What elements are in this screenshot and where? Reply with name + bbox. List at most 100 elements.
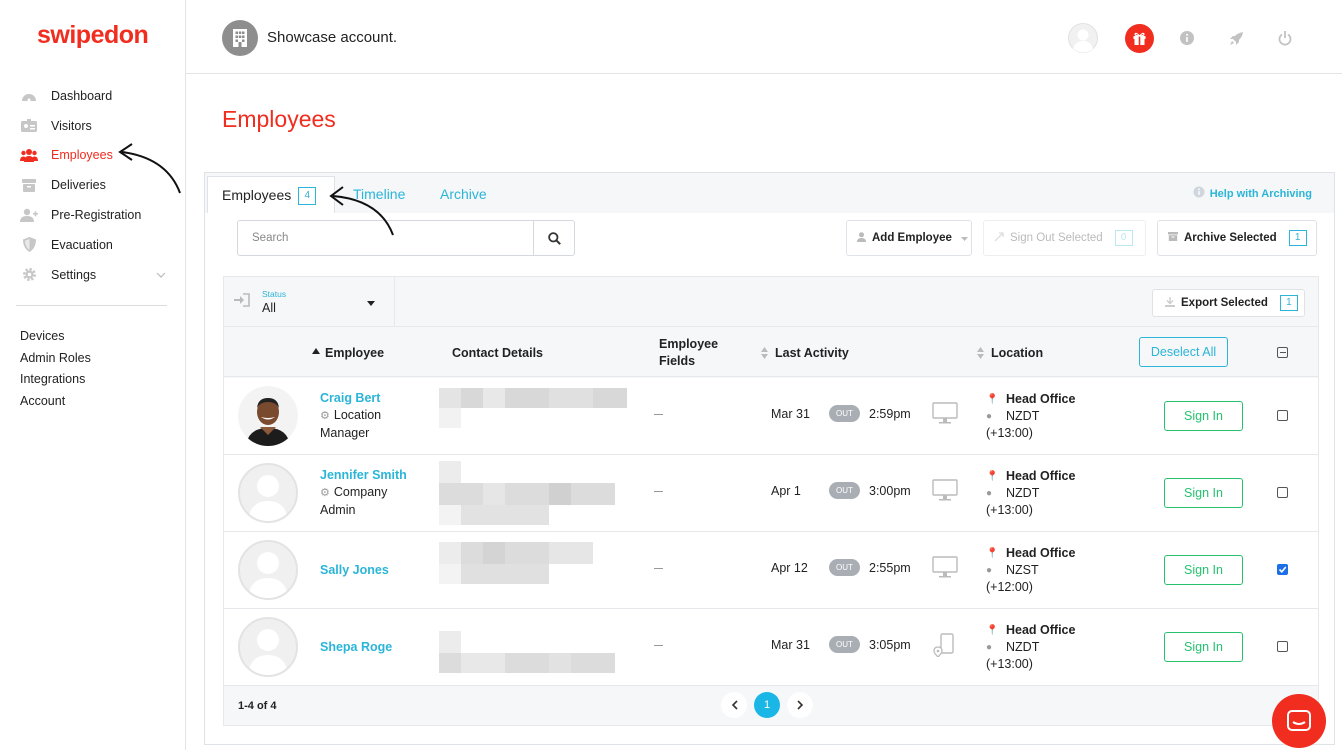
- sidebar-link-integrations[interactable]: Integrations: [20, 372, 86, 387]
- sidebar-item-label: Visitors: [51, 118, 92, 133]
- sidebar-nav: Dashboard Visitors Employees Deliveries …: [0, 81, 186, 290]
- column-last-activity[interactable]: Last Activity: [761, 328, 849, 377]
- tab-timeline[interactable]: Timeline: [353, 186, 406, 202]
- last-activity-date: Apr 1: [771, 484, 801, 498]
- office-name: Head Office: [1006, 392, 1076, 406]
- employee-name-link[interactable]: Sally Jones: [320, 563, 389, 577]
- last-activity-date: Mar 31: [771, 407, 810, 421]
- status-badge: OUT: [829, 405, 860, 422]
- sidebar-item-dashboard[interactable]: Dashboard: [0, 81, 186, 111]
- export-selected-label: Export Selected: [1181, 297, 1268, 309]
- redacted-contact-details: [439, 388, 627, 428]
- tab-archive[interactable]: Archive: [440, 186, 487, 202]
- tab-employees[interactable]: Employees 4: [207, 176, 335, 213]
- sign-in-button[interactable]: Sign In: [1164, 401, 1243, 431]
- search-input[interactable]: [238, 221, 533, 255]
- role-line: Location: [333, 408, 382, 422]
- employee-name-link[interactable]: Craig Bert: [320, 391, 381, 405]
- export-count-badge: 1: [1279, 295, 1298, 311]
- row-checkbox-checked[interactable]: [1277, 564, 1288, 575]
- sidebar-item-label: Dashboard: [51, 88, 113, 103]
- search-button[interactable]: [533, 221, 574, 255]
- chat-launcher-button[interactable]: [1272, 694, 1326, 748]
- chevron-down-icon[interactable]: [156, 269, 166, 281]
- status-badge: OUT: [829, 636, 860, 653]
- row-checkbox[interactable]: [1277, 641, 1288, 652]
- sign-in-button[interactable]: Sign In: [1164, 478, 1243, 508]
- next-page-button[interactable]: [787, 692, 813, 718]
- timezone-offset: (+13:00): [986, 503, 1033, 517]
- column-location[interactable]: Location: [977, 328, 1043, 377]
- row-checkbox[interactable]: [1277, 487, 1288, 498]
- export-selected-button[interactable]: Export Selected 1: [1152, 289, 1305, 317]
- deselect-all-button[interactable]: Deselect All: [1139, 337, 1228, 367]
- map-pin-icon: 📍: [986, 625, 999, 636]
- location-info: 📍 Head Office ● NZDT (+13:00): [986, 622, 1075, 673]
- select-all-checkbox[interactable]: [1277, 347, 1288, 358]
- page-button-current[interactable]: 1: [754, 692, 780, 718]
- sign-in-button[interactable]: Sign In: [1164, 632, 1243, 662]
- search-icon: [547, 231, 561, 245]
- last-activity-time: 2:59pm: [869, 407, 911, 421]
- sidebar-item-label: Pre-Registration: [51, 208, 142, 223]
- rocket-icon[interactable]: [1220, 22, 1252, 54]
- archive-selected-button[interactable]: Archive Selected 1: [1157, 220, 1317, 256]
- timezone: NZDT: [1006, 486, 1040, 500]
- last-activity-time: 2:55pm: [869, 561, 911, 575]
- dashboard-icon: [20, 87, 38, 105]
- employee-role: ⚙ Company: [320, 484, 407, 502]
- last-activity-date: Mar 31: [771, 638, 810, 652]
- help-archiving-link[interactable]: Help with Archiving: [1193, 186, 1312, 201]
- location-info: 📍 Head Office ● NZDT (+13:00): [986, 468, 1075, 519]
- sidebar-item-pre-registration[interactable]: Pre-Registration: [0, 200, 186, 230]
- timezone: NZDT: [1006, 640, 1040, 654]
- page-title: Employees: [222, 106, 336, 132]
- chat-icon: [1287, 710, 1311, 731]
- prev-page-button[interactable]: [721, 692, 747, 718]
- account-name[interactable]: Showcase account.: [267, 29, 398, 46]
- sidebar: swipedon Dashboard Visitors Employees De…: [0, 0, 186, 750]
- last-activity-time: 3:05pm: [869, 638, 911, 652]
- sidebar-item-evacuation[interactable]: Evacuation: [0, 230, 186, 260]
- sidebar-link-account[interactable]: Account: [20, 393, 66, 408]
- swipedon-logo[interactable]: swipedon: [37, 21, 149, 49]
- panel-body: Add Employee Sign Out Selected 0 Archive…: [205, 213, 1334, 744]
- status-filter[interactable]: Status All: [224, 277, 395, 327]
- sidebar-item-visitors[interactable]: Visitors: [0, 111, 186, 141]
- redacted-contact-details: [439, 631, 615, 673]
- sidebar-item-label: Employees: [51, 148, 113, 163]
- column-employee[interactable]: Employee: [312, 328, 384, 377]
- sign-out-count-badge: 0: [1114, 230, 1133, 246]
- sidebar-item-employees[interactable]: Employees: [0, 141, 186, 171]
- monitor-icon: [932, 402, 958, 429]
- sidebar-item-deliveries[interactable]: Deliveries: [0, 170, 186, 200]
- sidebar-link-devices[interactable]: Devices: [20, 329, 65, 343]
- employees-panel: Employees 4 Timeline Archive Help with Ar…: [204, 172, 1335, 745]
- role-line: Manager: [320, 426, 370, 440]
- sidebar-item-label: Settings: [51, 267, 97, 282]
- power-icon[interactable]: [1269, 22, 1301, 54]
- download-icon: [1165, 296, 1175, 310]
- info-icon[interactable]: [1171, 22, 1203, 54]
- employee-count-badge: 4: [298, 187, 317, 206]
- column-label: Location: [991, 345, 1044, 360]
- sort-asc-icon: [312, 347, 320, 354]
- user-avatar[interactable]: [1067, 22, 1099, 54]
- column-contact-details: Contact Details: [452, 345, 543, 360]
- shield-icon: [20, 236, 38, 254]
- status-badge: OUT: [829, 482, 860, 499]
- table-row: Sally Jones Apr 12 OUT 2:55pm 📍 Head Offi…: [224, 532, 1318, 609]
- employee-name-link[interactable]: Jennifer Smith: [320, 468, 407, 482]
- add-employee-button[interactable]: Add Employee: [846, 220, 972, 256]
- default-avatar-icon: [238, 463, 298, 523]
- sign-out-selected-button[interactable]: Sign Out Selected 0: [983, 220, 1146, 256]
- gift-icon[interactable]: [1123, 22, 1155, 54]
- sign-in-button[interactable]: Sign In: [1164, 555, 1243, 585]
- monitor-icon: [932, 479, 958, 506]
- sidebar-item-settings[interactable]: Settings: [0, 260, 186, 290]
- sidebar-link-admin-roles[interactable]: Admin Roles: [20, 350, 91, 365]
- monitor-icon: [932, 556, 958, 583]
- row-checkbox[interactable]: [1277, 410, 1288, 421]
- employee-name-link[interactable]: Shepa Roge: [320, 640, 393, 654]
- sort-icon: [977, 346, 984, 359]
